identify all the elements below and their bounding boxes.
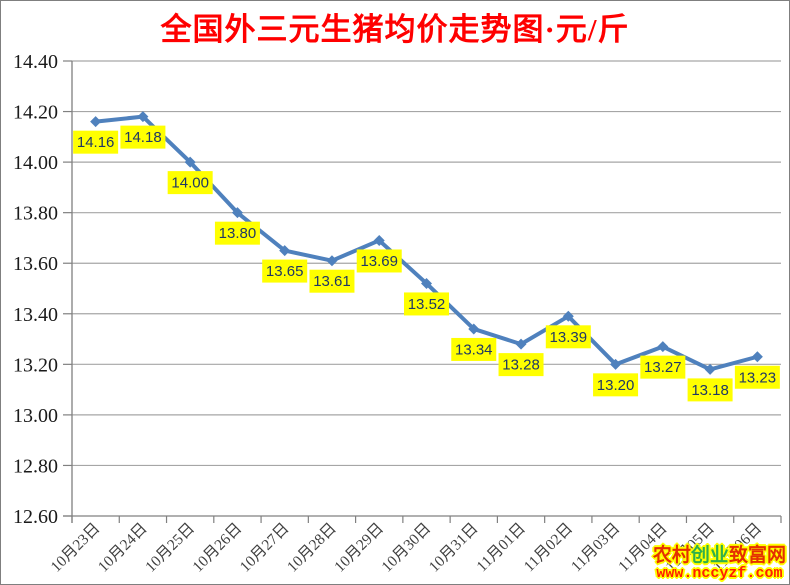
data-label: 13.39 bbox=[550, 329, 588, 346]
x-axis-label: 11月01日 bbox=[473, 520, 528, 575]
data-point-marker bbox=[184, 156, 196, 168]
data-point-marker bbox=[515, 338, 527, 350]
watermark-site-name: 农村创业致富网 bbox=[653, 546, 786, 566]
data-label: 13.34 bbox=[455, 341, 493, 358]
data-label-bg bbox=[451, 337, 497, 361]
watermark-site-name-char: 富 bbox=[747, 545, 767, 567]
data-label-bg bbox=[593, 373, 639, 397]
y-axis-label: 13.60 bbox=[13, 253, 58, 275]
data-label-bg bbox=[545, 325, 591, 349]
data-label: 13.61 bbox=[313, 273, 351, 290]
data-label-bg bbox=[214, 221, 260, 245]
watermark: 农村创业致富网 www.nccyzf.com bbox=[653, 546, 786, 582]
watermark-site-url: www.nccyzf.com bbox=[656, 565, 783, 583]
watermark-site-name-char: 创 bbox=[690, 545, 710, 567]
data-label-bg bbox=[640, 355, 686, 379]
data-point-marker bbox=[610, 358, 622, 370]
data-point-marker bbox=[704, 363, 716, 375]
data-point-marker bbox=[137, 111, 149, 123]
watermark-site-name-char: 村 bbox=[671, 545, 691, 567]
data-point-marker bbox=[562, 310, 574, 322]
data-label-bg bbox=[262, 259, 308, 283]
data-point-marker bbox=[90, 116, 102, 128]
data-point-marker bbox=[326, 255, 338, 267]
data-label-bg bbox=[498, 353, 544, 377]
data-label: 13.23 bbox=[739, 369, 777, 386]
data-label-bg bbox=[73, 130, 119, 154]
data-label: 13.69 bbox=[360, 253, 398, 270]
data-label-bg bbox=[120, 125, 166, 149]
y-axis-label: 14.40 bbox=[13, 51, 58, 73]
data-label-bg bbox=[404, 292, 449, 316]
data-label: 13.28 bbox=[502, 357, 540, 374]
data-label: 14.00 bbox=[171, 175, 209, 192]
watermark-site-name-char: 业 bbox=[709, 545, 729, 567]
data-label-bg bbox=[687, 378, 733, 402]
x-axis-label: 10月31日 bbox=[426, 520, 482, 576]
data-label-bg bbox=[734, 365, 780, 389]
data-label: 13.27 bbox=[644, 359, 682, 376]
y-axis-label: 13.20 bbox=[13, 354, 58, 376]
x-axis-label: 10月25日 bbox=[142, 520, 198, 576]
data-label: 13.18 bbox=[691, 382, 729, 399]
data-label: 13.65 bbox=[266, 263, 304, 280]
y-axis-label: 14.00 bbox=[13, 152, 58, 174]
price-line bbox=[93, 114, 760, 372]
data-label: 13.20 bbox=[597, 377, 635, 394]
watermark-site-name-char: 致 bbox=[728, 545, 748, 567]
data-label: 13.52 bbox=[408, 296, 446, 313]
x-axis-label: 10月23日 bbox=[48, 520, 104, 576]
y-axis-label: 13.80 bbox=[13, 203, 58, 225]
y-axis-label: 13.00 bbox=[13, 405, 58, 427]
data-point-marker bbox=[231, 207, 243, 219]
watermark-site-name-char: 农 bbox=[652, 545, 672, 567]
data-label-bg bbox=[356, 249, 402, 273]
data-label: 14.16 bbox=[77, 134, 115, 151]
data-label: 13.80 bbox=[219, 225, 257, 242]
x-axis-label: 10月29日 bbox=[331, 520, 387, 576]
x-axis-label: 11月03日 bbox=[568, 520, 623, 575]
data-label-bg bbox=[167, 171, 213, 195]
watermark-site-name-char: 网 bbox=[766, 545, 786, 567]
x-axis-label: 10月26日 bbox=[189, 520, 245, 576]
data-point-marker bbox=[279, 245, 291, 257]
chart-title: 全国外三元生猪均价走势图·元/斤 bbox=[160, 12, 630, 47]
data-point-marker bbox=[751, 351, 763, 363]
x-axis-label: 10月28日 bbox=[284, 520, 340, 576]
x-axis-label: 11月02日 bbox=[521, 520, 576, 575]
data-point-marker bbox=[421, 277, 432, 289]
data-point-marker bbox=[373, 234, 385, 246]
y-axis-label: 14.20 bbox=[13, 102, 58, 124]
y-axis-label: 12.60 bbox=[13, 506, 58, 528]
data-label-bg bbox=[309, 269, 355, 293]
y-axis-label: 13.40 bbox=[13, 304, 58, 326]
y-axis-label: 12.80 bbox=[13, 455, 58, 477]
data-label: 14.18 bbox=[124, 129, 162, 146]
data-point-marker bbox=[468, 323, 480, 335]
x-axis-label: 10月27日 bbox=[237, 520, 293, 576]
x-axis-label: 10月24日 bbox=[95, 520, 151, 576]
x-axis-label: 10月30日 bbox=[378, 520, 434, 576]
data-point-marker bbox=[657, 341, 669, 353]
